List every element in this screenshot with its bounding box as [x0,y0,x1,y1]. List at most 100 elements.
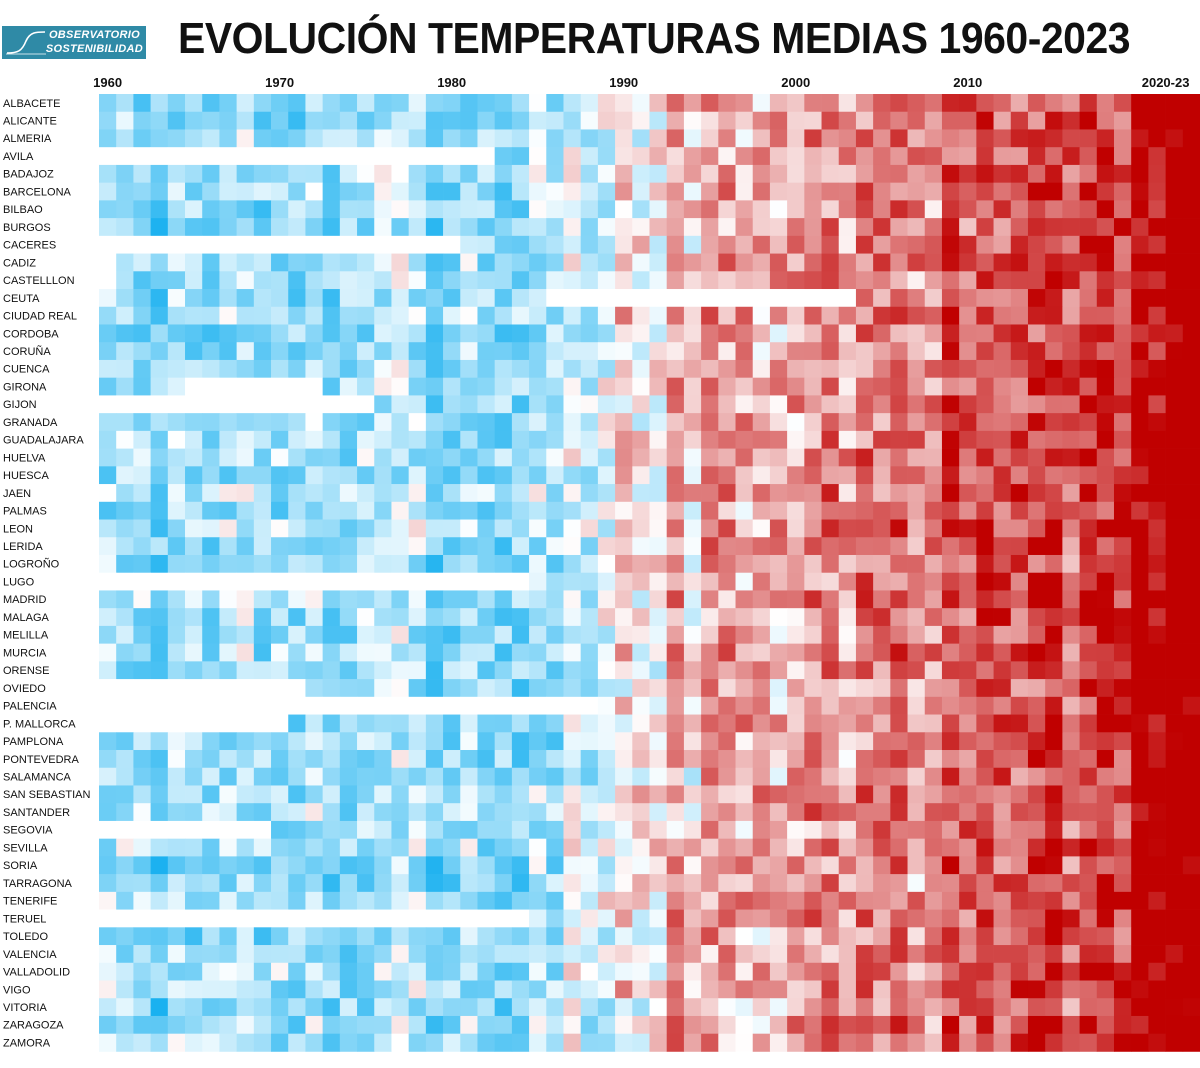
heatmap-cell [718,289,736,308]
heatmap-cell [959,306,977,325]
heatmap-cell [1131,696,1149,715]
heatmap-cell [1027,129,1046,148]
heatmap-cell [511,625,530,644]
heatmap-cell [391,590,409,609]
heatmap-cell [718,182,736,201]
heatmap-cell [701,430,719,449]
heatmap-cell [1113,679,1132,698]
heatmap-cell [219,679,237,698]
heatmap-cell [993,501,1012,520]
heatmap-cell [787,413,805,432]
heatmap-cell [322,342,341,361]
heatmap-cell [838,803,857,822]
heatmap-cell [167,377,186,396]
heatmap-cell [477,980,496,999]
heatmap-cell [873,324,891,343]
heatmap-cell [787,625,805,644]
heatmap-cell [460,253,478,272]
heatmap-cell [959,962,977,981]
heatmap-cell [1010,324,1029,343]
heatmap-cell [443,891,461,910]
heatmap-cell [683,980,702,999]
heatmap-cell [477,200,496,219]
heatmap-cell [374,803,392,822]
heatmap-cell [1131,856,1149,875]
heatmap-cell [1027,235,1046,254]
heatmap-cell [701,590,719,609]
heatmap-cell [597,182,616,201]
heatmap-cell [391,218,409,237]
heatmap-cell [99,289,117,308]
heatmap-cell [924,856,943,875]
heatmap-cell [219,111,237,130]
heatmap-cell [408,94,427,113]
heatmap-cell [443,803,461,822]
heatmap-cell [924,484,943,503]
heatmap-cell [374,377,392,396]
heatmap-cell [804,253,822,272]
heatmap-cell [993,324,1012,343]
heatmap-cell [271,218,289,237]
heatmap-cell [202,820,220,840]
heatmap-cell [838,909,857,928]
heatmap-cell [425,484,444,503]
heatmap-cell [632,820,650,840]
heatmap-cell [563,661,582,680]
heatmap-cell [477,679,496,698]
heatmap-cell [1062,803,1080,822]
heatmap-cell [769,94,788,113]
heatmap-cell [683,838,702,857]
heatmap-cell [701,235,719,254]
heatmap-cell [959,501,977,520]
heatmap-cell [305,501,323,520]
heatmap-cell [253,945,272,964]
heatmap-cell [425,608,444,627]
row-label: CORUÑA [3,345,51,358]
heatmap-cell [408,856,427,875]
heatmap-cell [253,1033,272,1052]
heatmap-cell [787,200,805,219]
heatmap-cell [701,271,719,290]
heatmap-cell [305,342,323,361]
heatmap-cell [288,625,306,644]
heatmap-cell [357,998,375,1017]
heatmap-cell [408,537,427,556]
heatmap-cell [1182,218,1200,237]
heatmap-cell [632,785,650,804]
heatmap-cell [391,945,409,964]
heatmap-cell [838,324,857,343]
heatmap-cell [374,218,392,237]
heatmap-cell [511,945,530,964]
heatmap-cell [305,448,323,467]
heatmap-cell [1096,235,1115,254]
heatmap-cell [787,253,805,272]
heatmap-cell [219,661,237,680]
heatmap-cell [150,803,169,822]
heatmap-cell [529,927,547,946]
heatmap-cell [477,430,496,449]
heatmap-cell [116,661,134,680]
heatmap-cell [408,750,427,769]
heatmap-cell [511,998,530,1017]
heatmap-cell [460,111,478,130]
heatmap-chart: 1960 1970 1980 1990 2000 2010 2020-23ALBACETEA… [3,75,1200,1052]
heatmap-cell [976,430,994,449]
heatmap-cell [443,111,461,130]
heatmap-cell [511,200,530,219]
heatmap-cell [1062,537,1080,556]
heatmap-cell [804,519,822,538]
heatmap-cell [391,289,409,308]
heatmap-cell [1113,625,1132,644]
heatmap-cell [993,94,1012,113]
heatmap-cell [924,200,943,219]
heatmap-cell [1165,359,1184,379]
heatmap-cell [529,572,547,591]
heatmap-cell [133,1015,151,1035]
heatmap-cell [1045,466,1063,485]
heatmap-cell [1148,945,1166,964]
heatmap-cell [563,413,582,432]
heatmap-cell [890,945,908,964]
heatmap-cell [1148,501,1166,520]
heatmap-cell [855,377,874,396]
heatmap-cell [477,1033,496,1052]
